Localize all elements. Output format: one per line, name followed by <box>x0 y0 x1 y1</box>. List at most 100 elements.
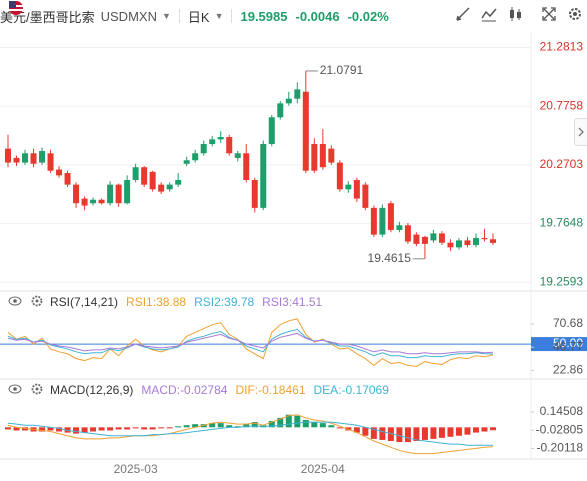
y-tick-label: 50.00 <box>553 336 583 350</box>
reference-label-box <box>531 337 587 352</box>
y-tick-label: 19.2593 <box>540 274 584 288</box>
legend-value: -0.17069 <box>341 383 389 397</box>
eye <box>8 296 22 305</box>
pair-name: 美元/墨西哥比索 <box>0 9 95 25</box>
macd-bar <box>285 414 292 428</box>
legend-entry: RSI341.51 <box>262 295 322 309</box>
macd-bar <box>311 422 318 428</box>
candle-icon[interactable] <box>507 6 523 22</box>
change-percent: -0.02% <box>347 8 389 24</box>
visibility-icon[interactable] <box>0 383 22 398</box>
y-tick-label: 21.2813 <box>540 40 584 54</box>
macd-bar <box>81 427 88 433</box>
gear <box>31 295 43 306</box>
x-tick-label: 2025-04 <box>301 462 345 476</box>
macd-bar <box>200 424 207 428</box>
settings-icon[interactable] <box>22 382 44 399</box>
macd-bar <box>481 427 488 432</box>
series-line <box>7 318 494 367</box>
symbol[interactable]: USDMXN <box>100 8 157 24</box>
macd-bar <box>336 427 343 429</box>
candle-body <box>226 137 233 154</box>
candle-body <box>387 203 394 230</box>
toolbar-icons <box>455 6 583 22</box>
y-tick-label: 20.7758 <box>540 98 584 112</box>
candle-body <box>362 184 369 208</box>
settings-icon[interactable] <box>22 294 44 311</box>
macd-bar <box>158 427 165 429</box>
candle-body <box>268 117 275 144</box>
expand-icon[interactable] <box>541 6 557 22</box>
candle-body <box>455 240 462 248</box>
legend-value: -0.02784 <box>180 383 228 397</box>
legend-value: 39.78 <box>224 295 255 309</box>
candle-body <box>81 198 88 206</box>
macd-bar <box>175 426 182 428</box>
macd-bar <box>115 427 122 430</box>
y-tick-label: 19.7648 <box>540 216 584 230</box>
y-tick-label: 70.68 <box>553 316 583 330</box>
macd-bar <box>5 427 11 430</box>
candle-body <box>353 180 360 199</box>
macd-bar <box>464 427 471 435</box>
rsi-header: RSI(7,14,21) RSI138.88 RSI239.78 RSI341.51 <box>0 293 322 311</box>
legend-entry: DEA-0.17069 <box>314 383 389 397</box>
price: 19.5985 <box>240 8 288 24</box>
eye <box>8 384 22 393</box>
settings-icon[interactable] <box>567 6 583 22</box>
candle-body <box>47 153 54 171</box>
indicator-title: MACD(12,26,9) <box>50 383 134 397</box>
macd-bar <box>192 424 199 428</box>
legend-entry: RSI239.78 <box>194 295 254 309</box>
candle-body <box>430 233 437 241</box>
candle-body <box>30 153 37 164</box>
macd-bar <box>107 427 114 431</box>
candle-body <box>124 180 131 204</box>
legend-entry: DIF-0.18461 <box>235 383 305 397</box>
candle-body <box>183 160 190 164</box>
macd-bar <box>209 423 216 428</box>
macd-bar <box>56 427 63 432</box>
candle-body <box>166 184 173 190</box>
macd-bar <box>370 427 377 439</box>
dropdown-caret[interactable]: ▼ <box>214 11 224 21</box>
y-tick-label: 20.2703 <box>540 157 584 171</box>
candle-body <box>438 233 445 243</box>
dropdown-caret[interactable]: ▼ <box>161 11 171 21</box>
gear <box>31 383 43 394</box>
draw-icon[interactable] <box>455 6 471 22</box>
candle-body <box>447 242 454 248</box>
visibility-icon[interactable] <box>0 295 22 310</box>
candle-body <box>115 184 122 204</box>
side-panel-toggle[interactable] <box>574 118 587 146</box>
indicator-icon[interactable] <box>481 6 497 22</box>
legend-name: MACD <box>141 383 180 397</box>
series-line <box>7 421 494 446</box>
legend-value: 38.88 <box>156 295 187 309</box>
candle-body <box>251 180 258 208</box>
macd-bar <box>447 427 454 437</box>
macd-bar <box>149 427 156 430</box>
candle-body <box>319 144 326 168</box>
candle-body <box>64 173 71 185</box>
macd-bar <box>387 427 394 441</box>
candle-body <box>5 148 11 163</box>
series-line <box>7 332 494 355</box>
candle-body <box>370 207 377 235</box>
macd-bar <box>404 427 411 443</box>
y-tick-label: 0.14508 <box>540 404 584 418</box>
candle-body <box>22 153 29 163</box>
toolbar: 美元/墨西哥比索 USDMXN ▼ 日K ▼ 19.5985 -0.0046 -… <box>0 0 587 32</box>
macd-bar <box>217 423 224 428</box>
series-line <box>7 414 494 455</box>
candle-body <box>285 98 292 104</box>
macd-bar <box>124 427 131 430</box>
candle-body <box>277 103 284 118</box>
macd-bar <box>166 427 173 429</box>
indicator-title: RSI(7,14,21) <box>50 295 119 309</box>
period[interactable]: 日K <box>187 9 210 25</box>
series-line <box>7 328 494 359</box>
candle-body <box>175 180 182 185</box>
candle-body <box>13 157 20 163</box>
y-tick-label: -0.02805 <box>536 422 584 436</box>
